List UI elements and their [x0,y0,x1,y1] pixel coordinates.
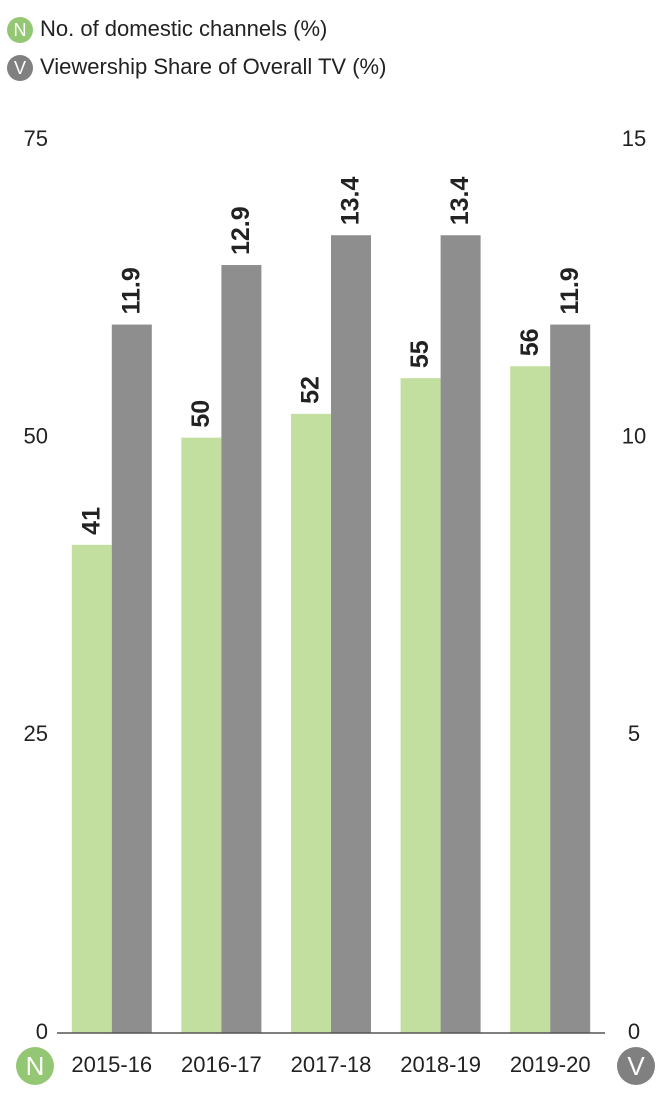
y-tick-label: 50 [24,423,48,448]
bar [400,378,441,1034]
y2-tick-label: 5 [628,721,640,746]
legend-badge [7,17,33,43]
y2-tick-label: 0 [628,1019,640,1044]
axis-badge-letter: V [627,1051,645,1081]
y-tick-label: 25 [24,721,48,746]
bar [181,437,222,1034]
legend-label: Viewership Share of Overall TV (%) [40,54,386,79]
bar [510,366,551,1033]
x-tick-label: 2016-17 [181,1052,262,1077]
bar [111,324,152,1033]
bar [71,544,112,1033]
y-tick-label: 75 [24,126,48,151]
value-label: 56 [516,328,544,356]
value-label: 13.4 [446,176,474,225]
axis-badge [16,1047,54,1085]
axis-badge-letter: N [26,1051,45,1081]
x-tick-label: 2019-20 [510,1052,591,1077]
x-tick-label: 2015-16 [71,1052,152,1077]
y2-tick-label: 10 [622,423,646,448]
axis-badge [617,1047,655,1085]
value-label: 13.4 [337,176,365,225]
value-label: 41 [77,507,105,535]
legend-label: No. of domestic channels (%) [40,16,327,41]
value-label: 52 [297,376,325,404]
bar [331,235,371,1034]
x-tick-label: 2018-19 [400,1052,481,1077]
value-label: 55 [406,340,434,368]
value-label: 11.9 [117,267,145,314]
bar [291,413,331,1033]
value-label: 50 [187,400,215,428]
value-label: 11.9 [556,267,584,314]
legend-badge [7,55,33,81]
x-tick-label: 2017-18 [291,1052,372,1077]
y2-tick-label: 15 [622,126,646,151]
legend-badge-letter: N [14,20,27,40]
bar [550,324,591,1033]
y-tick-label: 0 [36,1019,48,1044]
bar [440,235,481,1034]
bar [221,265,262,1033]
value-label: 12.9 [227,206,255,255]
legend-badge-letter: V [14,58,26,78]
